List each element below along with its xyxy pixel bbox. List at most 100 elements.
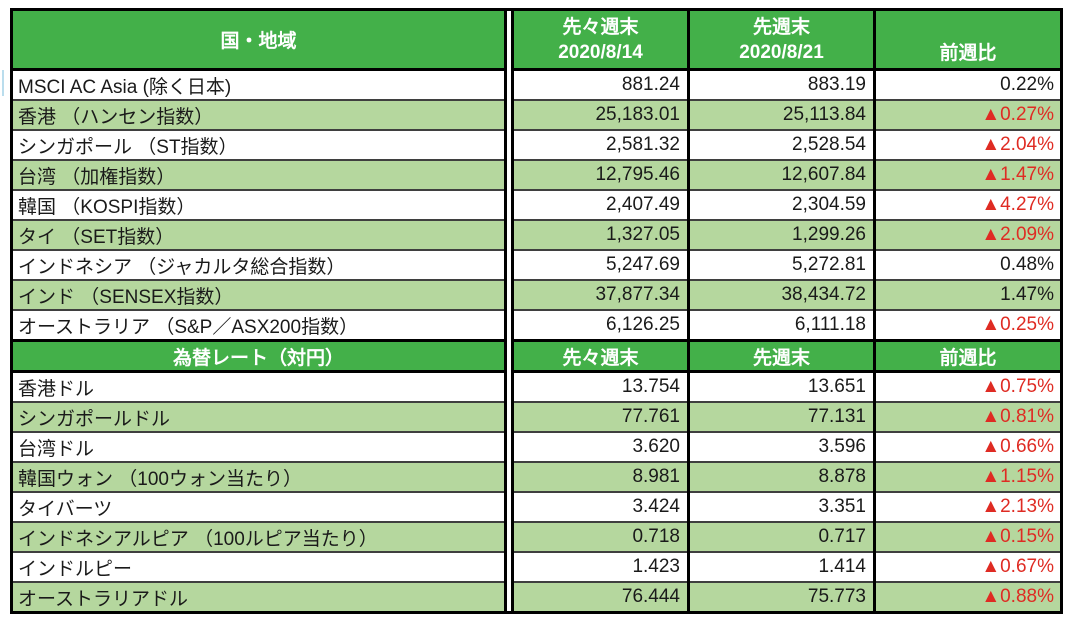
table-row: 台湾ドル 3.620 3.596 ▲0.66% bbox=[11, 431, 1062, 462]
column-gap bbox=[504, 9, 514, 70]
table-row: インドネシア （ジャカルタ総合指数） 5,247.69 5,272.81 0.48% bbox=[11, 249, 1062, 280]
table-row: インド （SENSEX指数） 37,877.34 38,434.72 1.47% bbox=[11, 279, 1062, 310]
week-change-cell: ▲1.15% bbox=[873, 461, 1062, 492]
column-gap bbox=[504, 432, 514, 462]
week-change-cell: ▲0.25% bbox=[873, 309, 1062, 341]
prev-week-value-cell: 3.620 bbox=[511, 431, 689, 462]
column-gap bbox=[504, 582, 514, 613]
table-row: シンガポール （ST指数） 2,581.32 2,528.54 ▲2.04% bbox=[11, 129, 1062, 160]
section-title-indices: 国・地域 bbox=[11, 9, 506, 71]
section-fx: 為替レート（対円） 先々週末 先週末 前週比 香港ドル 13.754 13.651 ▲0.75… bbox=[11, 339, 1062, 613]
column-gap bbox=[504, 69, 514, 100]
prev-week-value-cell: 25,183.01 bbox=[511, 99, 689, 130]
last-week-value-cell: 1.414 bbox=[687, 551, 875, 582]
week-change-cell: ▲0.66% bbox=[873, 431, 1062, 462]
last-week-value-cell: 25,113.84 bbox=[687, 99, 875, 130]
last-week-value-cell: 0.717 bbox=[687, 521, 875, 552]
prev-week-value-cell: 1,327.05 bbox=[511, 219, 689, 250]
table-row: インドネシアルピア （100ルピア当たり） 0.718 0.717 ▲0.15% bbox=[11, 521, 1062, 552]
table-row: インドルピー 1.423 1.414 ▲0.67% bbox=[11, 551, 1062, 582]
prev-week-value-cell: 2,407.49 bbox=[511, 189, 689, 220]
header-prev-week: 先々週末 2020/8/14 bbox=[511, 9, 689, 71]
week-change-cell: ▲1.47% bbox=[873, 159, 1062, 190]
week-change-cell: ▲0.81% bbox=[873, 401, 1062, 432]
country-or-currency-cell: インドルピー bbox=[11, 551, 506, 582]
country-or-currency-cell: オーストラリアドル bbox=[11, 581, 506, 613]
table-row: MSCI AC Asia (除く日本) 881.24 883.19 0.22% bbox=[11, 68, 1062, 100]
week-change-cell: 1.47% bbox=[873, 279, 1062, 310]
column-gap bbox=[504, 492, 514, 522]
prev-week-value-cell: 37,877.34 bbox=[511, 279, 689, 310]
last-week-value-cell: 8.878 bbox=[687, 461, 875, 492]
prev-week-value-cell: 12,795.46 bbox=[511, 159, 689, 190]
week-change-cell: ▲2.04% bbox=[873, 129, 1062, 160]
last-week-value-cell: 12,607.84 bbox=[687, 159, 875, 190]
section-title-fx: 為替レート（対円） bbox=[11, 339, 506, 373]
country-or-currency-cell: 香港 （ハンセン指数） bbox=[11, 99, 506, 130]
prev-week-value-cell: 77.761 bbox=[511, 401, 689, 432]
column-gap bbox=[504, 220, 514, 250]
header-week-change: 前週比 bbox=[873, 9, 1062, 71]
week-change-cell: ▲0.67% bbox=[873, 551, 1062, 582]
column-gap bbox=[504, 160, 514, 190]
table-row: タイバーツ 3.424 3.351 ▲2.13% bbox=[11, 491, 1062, 522]
prev-week-value-cell: 1.423 bbox=[511, 551, 689, 582]
left-edge-artifact-line bbox=[2, 70, 4, 96]
last-week-value-cell: 6,111.18 bbox=[687, 309, 875, 341]
last-week-value-cell: 77.131 bbox=[687, 401, 875, 432]
week-change-cell: 0.22% bbox=[873, 68, 1062, 100]
column-gap bbox=[504, 462, 514, 492]
prev-week-value-cell: 881.24 bbox=[511, 68, 689, 100]
table-row: 香港ドル 13.754 13.651 ▲0.75% bbox=[11, 370, 1062, 402]
week-change-cell: ▲2.09% bbox=[873, 219, 1062, 250]
prev-week-value-cell: 13.754 bbox=[511, 370, 689, 402]
table-row: 香港 （ハンセン指数） 25,183.01 25,113.84 ▲0.27% bbox=[11, 99, 1062, 130]
country-or-currency-cell: タイ （SET指数） bbox=[11, 219, 506, 250]
table-row: 韓国ウォン （100ウォン当たり） 8.981 8.878 ▲1.15% bbox=[11, 461, 1062, 492]
last-week-value-cell: 2,304.59 bbox=[687, 189, 875, 220]
header-prev-week-date: 2020/8/14 bbox=[558, 41, 643, 63]
section-indices: 国・地域 先々週末 2020/8/14 先週末 2020/8/21 前週比 MSCI AC … bbox=[11, 9, 1062, 341]
section-header-row-indices: 国・地域 先々週末 2020/8/14 先週末 2020/8/21 前週比 bbox=[11, 9, 1062, 71]
table-row: 韓国 （KOSPI指数） 2,407.49 2,304.59 ▲4.27% bbox=[11, 189, 1062, 220]
table-row: オーストラリア （S&P／ASX200指数） 6,126.25 6,111.18 ▲0… bbox=[11, 309, 1062, 341]
header-prev-week: 先々週末 bbox=[511, 339, 689, 373]
prev-week-value-cell: 8.981 bbox=[511, 461, 689, 492]
column-gap bbox=[504, 250, 514, 280]
last-week-value-cell: 13.651 bbox=[687, 370, 875, 402]
prev-week-value-cell: 2,581.32 bbox=[511, 129, 689, 160]
prev-week-value-cell: 0.718 bbox=[511, 521, 689, 552]
country-or-currency-cell: インド （SENSEX指数） bbox=[11, 279, 506, 310]
header-week-change: 前週比 bbox=[873, 339, 1062, 373]
section-header-row-fx: 為替レート（対円） 先々週末 先週末 前週比 bbox=[11, 339, 1062, 373]
header-last-week-label: 先週末 bbox=[752, 16, 810, 38]
table-row: タイ （SET指数） 1,327.05 1,299.26 ▲2.09% bbox=[11, 219, 1062, 250]
week-change-cell: ▲0.88% bbox=[873, 581, 1062, 613]
last-week-value-cell: 1,299.26 bbox=[687, 219, 875, 250]
country-or-currency-cell: 台湾 （加権指数） bbox=[11, 159, 506, 190]
prev-week-value-cell: 76.444 bbox=[511, 581, 689, 613]
country-or-currency-cell: オーストラリア （S&P／ASX200指数） bbox=[11, 309, 506, 341]
country-or-currency-cell: シンガポール （ST指数） bbox=[11, 129, 506, 160]
country-or-currency-cell: インドネシア （ジャカルタ総合指数） bbox=[11, 249, 506, 280]
column-gap bbox=[504, 371, 514, 402]
column-gap bbox=[504, 280, 514, 310]
week-change-cell: 0.48% bbox=[873, 249, 1062, 280]
column-gap bbox=[504, 190, 514, 220]
country-or-currency-cell: 香港ドル bbox=[11, 370, 506, 402]
week-change-cell: ▲4.27% bbox=[873, 189, 1062, 220]
country-or-currency-cell: MSCI AC Asia (除く日本) bbox=[11, 68, 506, 100]
column-gap bbox=[504, 522, 514, 552]
prev-week-value-cell: 6,126.25 bbox=[511, 309, 689, 341]
table-row: オーストラリアドル 76.444 75.773 ▲0.88% bbox=[11, 581, 1062, 613]
last-week-value-cell: 3.596 bbox=[687, 431, 875, 462]
prev-week-value-cell: 5,247.69 bbox=[511, 249, 689, 280]
column-gap bbox=[504, 100, 514, 130]
header-prev-week-label: 先々週末 bbox=[562, 16, 639, 38]
last-week-value-cell: 2,528.54 bbox=[687, 129, 875, 160]
week-change-cell: ▲2.13% bbox=[873, 491, 1062, 522]
table-row: シンガポールドル 77.761 77.131 ▲0.81% bbox=[11, 401, 1062, 432]
column-gap bbox=[504, 340, 514, 372]
column-gap bbox=[504, 310, 514, 341]
column-gap bbox=[504, 402, 514, 432]
